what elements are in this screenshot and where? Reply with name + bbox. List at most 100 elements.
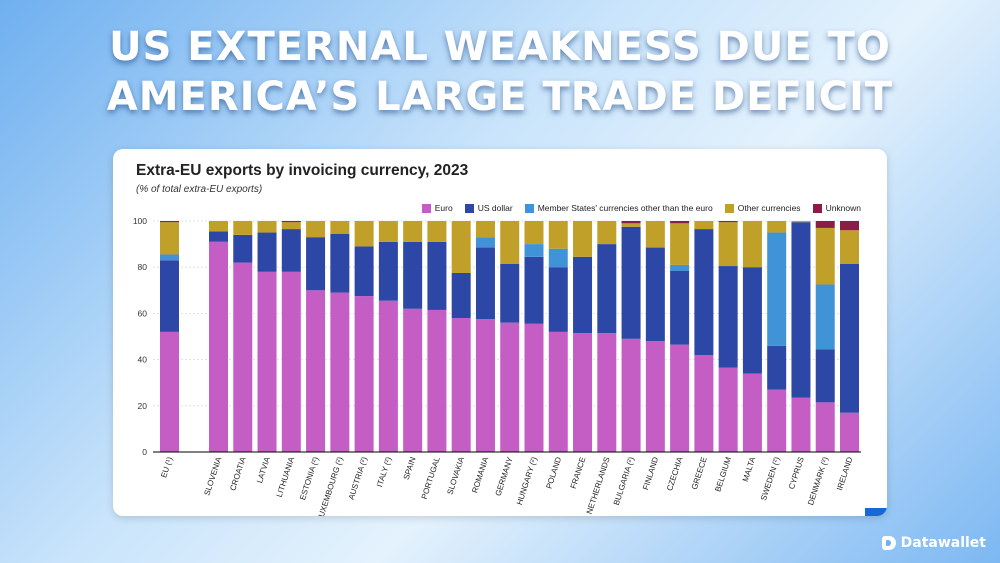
chart-legend: Euro US dollar Member States' currencies o… [421,203,861,213]
x-tick-label: AUSTRIA (²) [347,456,369,501]
bar-segment [160,254,179,261]
chart-subtitle: (% of total extra-EU exports) [136,184,263,195]
legend-label: Euro [434,203,453,213]
bar-segment [257,221,277,233]
headline: US EXTERNAL WEAKNESS DUE TO AMERICA’S LA… [0,22,1000,122]
bar-segment [840,230,859,264]
bar-segment [815,349,835,403]
bar-segment [257,271,277,452]
bar-segment [791,222,811,398]
bar-segment [524,323,544,452]
bar-segment [403,241,423,309]
bar-segment [815,221,835,228]
bar-segment [742,267,762,374]
bar-segment [548,267,568,332]
legend-label: US dollar [477,203,513,213]
bar-segment [500,322,520,452]
bar-segment [403,308,423,452]
x-tick-label: GREECE [690,456,709,491]
x-tick-label: SLOVAKIA [445,455,466,495]
legend-label: Member States' currencies other than the… [537,203,713,213]
bar-segment [354,246,374,297]
bar-segment [209,231,228,242]
bar-segment [645,247,665,342]
chart-card: Extra-EU exports by invoicing currency, … [113,149,887,516]
legend-swatch [524,203,534,213]
bar-segment [427,241,447,310]
bar-segment [548,221,568,249]
bar-segment [281,222,301,230]
bar-segment [427,221,447,242]
bar-segment [475,319,495,452]
headline-line-2: AMERICA’S LARGE TRADE DEFICIT [106,74,894,120]
bar-segment [281,229,301,272]
bar-segment [306,237,326,291]
x-tick-label: LUXEMBOURG (²) [315,456,344,516]
x-tick-label: LATVIA [255,455,272,484]
bar-segment [840,263,859,413]
legend-item: Other currencies [724,203,801,213]
y-tick-label: 0 [142,447,147,457]
bar-segment [815,402,835,452]
x-tick-label: FRANCE [569,456,588,490]
bar-segment [718,221,738,223]
x-tick-label: MALTA [741,455,758,483]
bar-segment [209,241,228,452]
brand-logo: Datawallet [881,535,986,551]
x-tick-label: ESTONIA (²) [298,456,320,502]
headline-line-1: US EXTERNAL WEAKNESS DUE TO [109,24,891,70]
bar-segment [670,344,690,452]
bar-segment [791,397,811,452]
x-tick-label: CYPRUS [787,456,806,490]
bar-segment [330,221,350,234]
bar-segment [451,272,471,319]
bar-segment [645,221,665,248]
bar-segment [621,223,641,227]
bar-segment [767,221,787,233]
bar-segment [475,247,495,320]
bar-segment [645,341,665,452]
legend-swatch [724,203,734,213]
bar-segment [500,263,520,323]
bar-segment [718,266,738,368]
bar-segment [524,244,544,257]
y-tick-label: 80 [138,262,148,272]
bar-segment [694,229,714,355]
bar-segment [670,270,690,345]
bar-segment [718,367,738,452]
y-tick-label: 20 [138,401,148,411]
bar-segment [597,333,617,452]
bar-segment [475,237,495,248]
bar-segment [524,221,544,245]
bar-segment [500,221,520,264]
bar-segment [548,331,568,452]
bar-segment [573,256,593,334]
bar-segment [597,221,617,245]
bar-segment [742,221,762,268]
bar-segment [354,296,374,452]
bar-segment [403,221,423,242]
bar-segment [670,264,690,271]
x-tick-label: CZECHIA [665,455,685,492]
bar-segment [718,222,738,267]
x-tick-label: POLAND [544,456,563,490]
bar-segment [621,221,641,224]
bar-segment [621,338,641,452]
bar-segment [815,227,835,285]
bar-segment [767,345,787,390]
x-tick-label: EU (¹) [159,456,174,479]
bar-segment [209,221,228,232]
bar-segment [573,333,593,452]
bar-segment [160,222,179,255]
x-tick-label: DENMARK (²) [806,456,830,507]
x-tick-label: IRELAND [835,456,854,492]
legend-item: Unknown [812,203,861,213]
legend-swatch [464,203,474,213]
bar-segment [306,290,326,452]
x-tick-label: SPAIN [402,456,418,481]
x-tick-label: SLOVENIA [202,455,223,496]
bar-segment [573,221,593,257]
x-tick-label: GERMANY [494,455,515,497]
bar-segment [160,331,179,452]
